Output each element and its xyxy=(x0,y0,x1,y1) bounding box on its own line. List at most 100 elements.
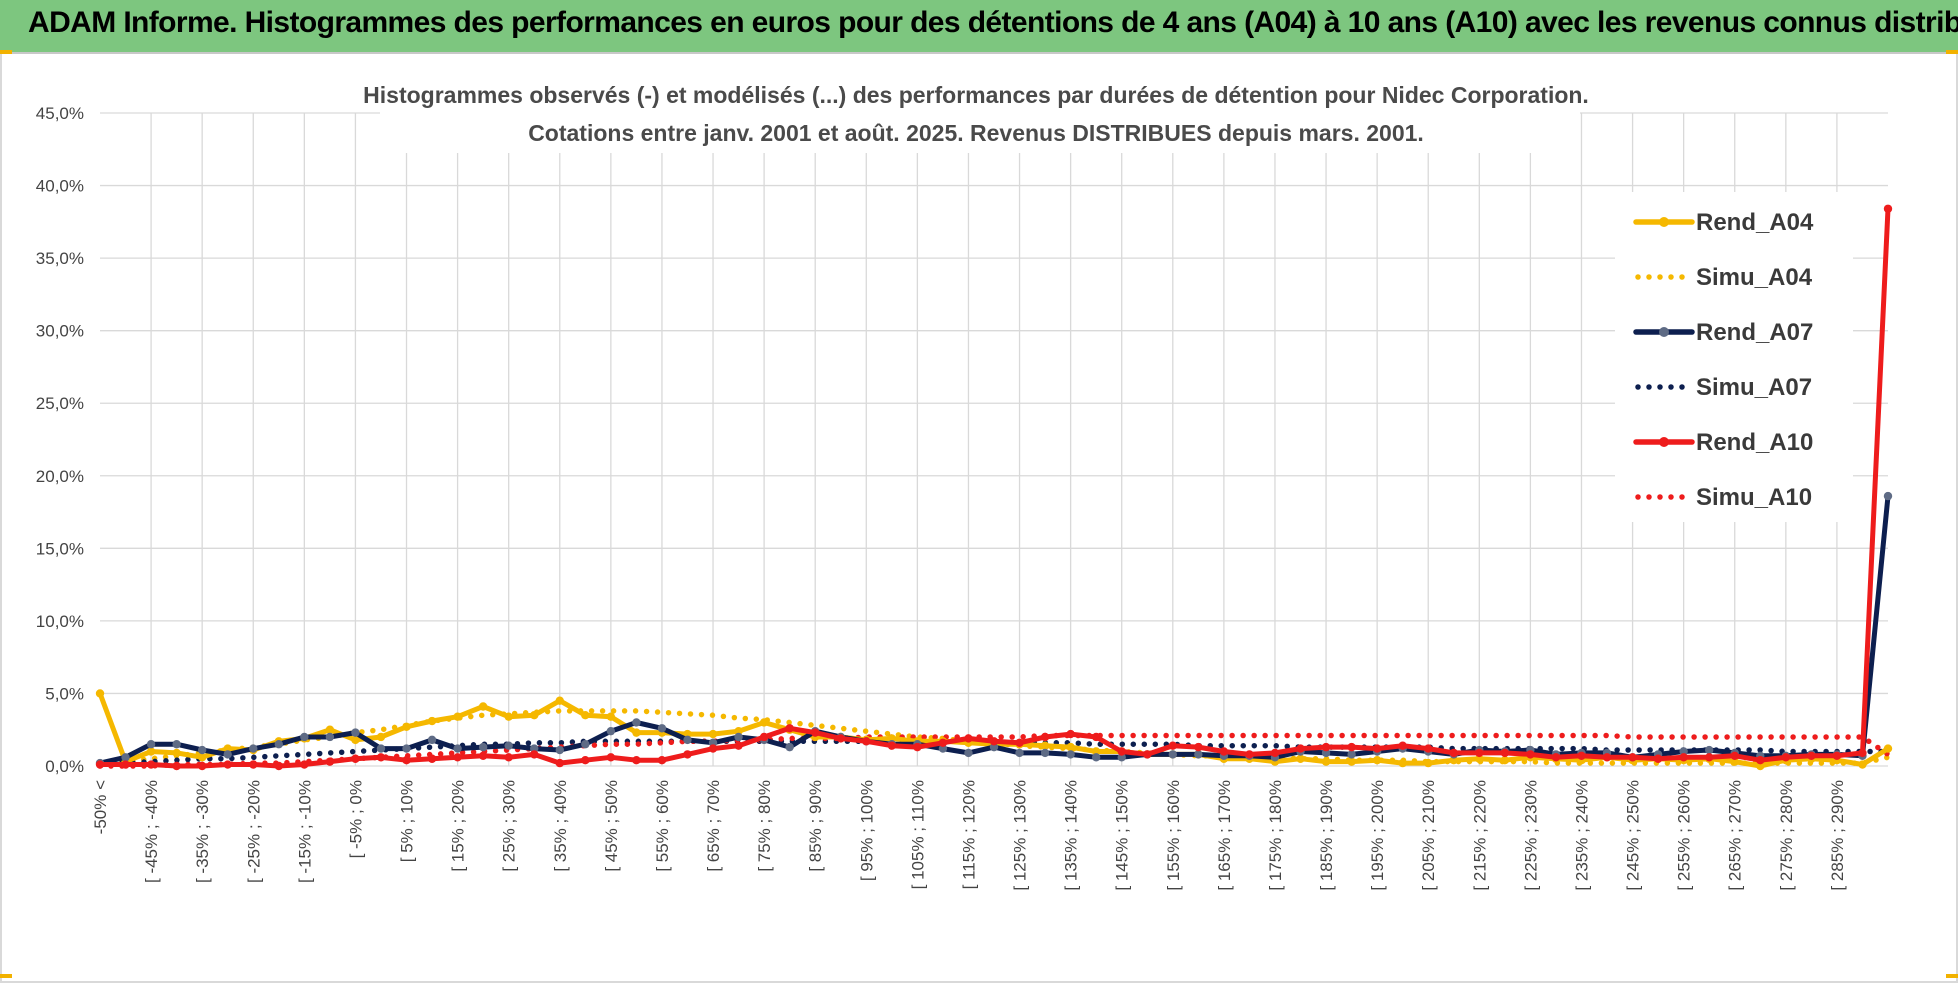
x-tick-label: [ 65% ; 70% xyxy=(704,780,723,872)
point-Rend_A04 xyxy=(530,711,539,720)
point-Rend_A04 xyxy=(325,725,335,734)
x-tick-label: -50% < xyxy=(91,780,110,834)
point-Rend_A07 xyxy=(478,742,488,752)
point-Rend_A07 xyxy=(1883,491,1893,501)
legend-label-Simu_A04: Simu_A04 xyxy=(1696,264,1813,291)
series-Simu_A04 xyxy=(97,708,1891,768)
point-Rend_A10 xyxy=(1883,204,1893,213)
point-Rend_A10 xyxy=(249,760,258,769)
x-tick-label: [ 155% ; 160% xyxy=(1164,780,1183,891)
corner-accent-br xyxy=(1946,974,1958,978)
point-Rend_A04 xyxy=(351,735,360,745)
point-Rend_A10 xyxy=(1832,751,1842,761)
point-Rend_A07 xyxy=(632,718,641,727)
point-Rend_A10 xyxy=(1245,750,1254,759)
point-Rend_A07 xyxy=(351,728,360,737)
x-tick-label: [ -5% ; 0% xyxy=(346,780,365,858)
x-tick-label: [ -45% ; -40% xyxy=(142,780,161,883)
point-Rend_A10 xyxy=(1475,748,1484,758)
point-Rend_A10 xyxy=(376,753,386,762)
point-Rend_A10 xyxy=(1756,755,1765,765)
x-tick-label: [ 25% ; 30% xyxy=(500,780,519,872)
point-Rend_A10 xyxy=(1781,753,1791,762)
point-Rend_A04 xyxy=(1040,741,1050,750)
x-tick-label: [ 75% ; 80% xyxy=(755,780,774,872)
point-Rend_A04 xyxy=(1730,757,1739,766)
x-axis-tick-labels: -50% < [ -45% ; -40% [ -35% ; -30% [ -25% ;… xyxy=(91,780,1847,891)
x-tick-label: [ 215% ; 220% xyxy=(1470,780,1489,891)
point-Rend_A07 xyxy=(1321,748,1331,758)
point-Rend_A10 xyxy=(274,761,283,771)
x-tick-label: [ 55% ; 60% xyxy=(653,780,672,872)
point-Rend_A04 xyxy=(606,712,616,721)
legend-item-Rend_A10: Rend_A10 xyxy=(1633,429,1813,456)
x-tick-label: [ 145% ; 150% xyxy=(1113,780,1132,891)
point-Rend_A07 xyxy=(1091,753,1101,762)
point-Rend_A10 xyxy=(1321,742,1331,752)
point-Rend_A10 xyxy=(1730,751,1739,761)
point-Rend_A04 xyxy=(1091,747,1101,756)
point-Rend_A10 xyxy=(223,760,232,769)
corner-accent-tr xyxy=(1946,50,1958,54)
point-Rend_A04 xyxy=(504,712,513,721)
corner-accent-bl xyxy=(0,974,12,978)
point-Rend_A07 xyxy=(964,748,973,758)
legend-marker-Rend_A07 xyxy=(1659,327,1669,337)
point-Rend_A10 xyxy=(836,734,845,743)
point-Rend_A07 xyxy=(938,744,948,753)
point-Rend_A10 xyxy=(964,734,973,743)
point-Rend_A10 xyxy=(530,750,539,759)
series-lines xyxy=(95,204,1893,771)
legend-item-Simu_A04: Simu_A04 xyxy=(1635,264,1813,291)
legend-label-Simu_A10: Simu_A10 xyxy=(1696,484,1812,511)
point-Rend_A10 xyxy=(300,760,309,769)
point-Rend_A10 xyxy=(759,732,769,742)
line-Simu_A10 xyxy=(97,732,1891,769)
legend-item-Rend_A07: Rend_A07 xyxy=(1633,319,1813,346)
point-Rend_A04 xyxy=(1347,757,1356,766)
legend-backdrop xyxy=(1615,192,1853,522)
legend-marker-Rend_A04 xyxy=(1659,217,1669,227)
x-tick-label: [ 265% ; 270% xyxy=(1726,780,1745,891)
point-Rend_A04 xyxy=(1883,744,1893,753)
y-tick-label: 5,0% xyxy=(45,684,84,703)
point-Rend_A07 xyxy=(555,745,564,755)
point-Rend_A10 xyxy=(1500,748,1510,758)
point-Rend_A04 xyxy=(1066,742,1075,752)
point-Rend_A07 xyxy=(172,740,181,749)
point-Rend_A04 xyxy=(1756,761,1765,771)
y-axis-tick-labels: 0,0% 5,0% 10,0% 15,0% 20,0% 25,0% 30,0% 35,0% 40… xyxy=(36,104,84,776)
point-Rend_A04 xyxy=(1858,760,1867,769)
point-Rend_A10 xyxy=(887,741,897,750)
point-Rend_A10 xyxy=(121,760,130,769)
point-Rend_A10 xyxy=(1526,750,1535,759)
y-tick-label: 25,0% xyxy=(36,394,84,413)
y-tick-label: 35,0% xyxy=(36,249,84,268)
legend-item-Simu_A10: Simu_A10 xyxy=(1635,484,1812,511)
x-tick-label: [ 195% ; 200% xyxy=(1368,780,1387,891)
point-Rend_A10 xyxy=(1168,741,1178,750)
point-Rend_A04 xyxy=(1398,758,1407,768)
point-Rend_A10 xyxy=(146,760,156,769)
y-tick-label: 15,0% xyxy=(36,539,84,558)
point-Rend_A10 xyxy=(708,744,718,753)
point-Rend_A07 xyxy=(1015,748,1024,758)
point-Rend_A07 xyxy=(325,732,335,742)
point-Rend_A04 xyxy=(683,729,692,739)
point-Rend_A10 xyxy=(1372,744,1382,753)
point-Rend_A04 xyxy=(555,696,564,705)
point-Rend_A04 xyxy=(223,744,232,753)
point-Rend_A10 xyxy=(862,737,871,746)
point-Rend_A04 xyxy=(1296,754,1305,763)
y-tick-label: 45,0% xyxy=(36,104,84,123)
point-Rend_A10 xyxy=(1653,754,1663,763)
point-Rend_A04 xyxy=(95,689,105,698)
point-Rend_A07 xyxy=(657,724,667,733)
x-tick-label: [ 205% ; 210% xyxy=(1419,780,1438,891)
point-Rend_A04 xyxy=(759,718,769,727)
point-Rend_A07 xyxy=(402,744,411,753)
x-tick-label: [ -35% ; -30% xyxy=(193,780,212,883)
point-Rend_A07 xyxy=(274,740,283,749)
point-Rend_A10 xyxy=(1807,751,1816,761)
series-Rend_A10 xyxy=(95,204,1893,771)
